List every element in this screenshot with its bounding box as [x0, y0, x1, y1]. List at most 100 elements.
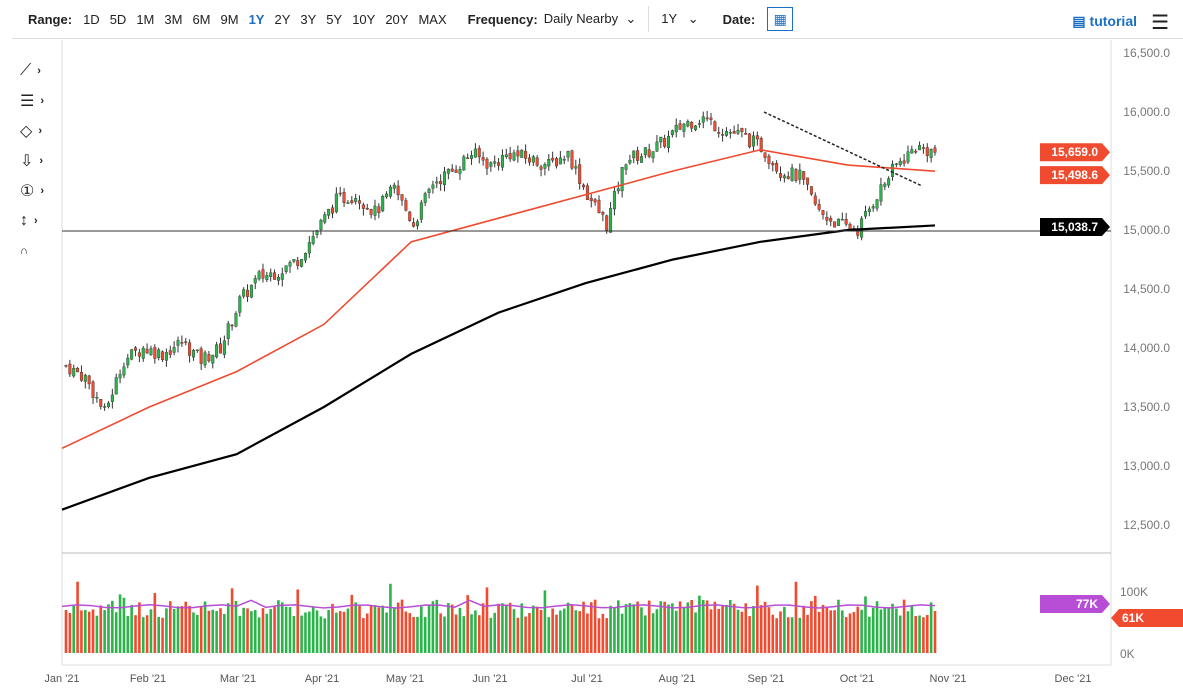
candle	[887, 178, 891, 186]
candle	[751, 135, 755, 147]
menu-icon[interactable]: ☰	[1151, 12, 1169, 34]
volume-bar	[589, 602, 593, 653]
trendline-icon[interactable]: ⟋ ›	[20, 62, 41, 79]
candle	[296, 260, 300, 266]
note-icon[interactable]: ① ›	[20, 183, 45, 200]
volume-bar	[705, 600, 709, 653]
volume-bar	[508, 602, 512, 653]
volume-bar	[238, 615, 242, 653]
range-5y[interactable]: 5Y	[326, 11, 343, 27]
volume-bar	[790, 617, 794, 653]
calendar-icon[interactable]: ▦	[767, 7, 794, 31]
candle	[724, 130, 728, 136]
price-tick: 14,000.0	[1123, 341, 1170, 355]
range-1y[interactable]: 1Y	[248, 11, 265, 27]
candle	[558, 157, 562, 165]
volume-bar	[520, 603, 524, 653]
volume-bar	[396, 602, 400, 653]
volume-bar	[744, 603, 748, 653]
volume-bar	[759, 605, 763, 653]
candle	[894, 163, 898, 165]
volume-bar	[477, 615, 481, 653]
volume-bar	[895, 608, 898, 653]
candle	[612, 191, 616, 210]
volume-bar	[226, 603, 230, 653]
volume-bar	[914, 615, 917, 653]
volume-bar	[76, 581, 79, 653]
range-3m[interactable]: 3M	[164, 11, 183, 27]
volume-bar	[172, 608, 176, 653]
range-3y[interactable]: 3Y	[300, 11, 317, 27]
period-select[interactable]: 1Y ⌄	[661, 11, 699, 26]
range-6m[interactable]: 6M	[192, 11, 211, 27]
range-1m[interactable]: 1M	[136, 11, 155, 27]
volume-bar	[933, 611, 937, 653]
candle	[585, 185, 589, 200]
candle	[427, 188, 431, 193]
volume-bar	[323, 618, 327, 653]
candle	[446, 168, 450, 174]
volume-bar	[107, 604, 110, 653]
range-20y[interactable]: 20Y	[385, 11, 409, 27]
measure-icon[interactable]: ↕ ›	[20, 212, 38, 229]
volume-bar	[501, 603, 504, 653]
volume-bar	[655, 609, 659, 653]
price-tick: 15,500.0	[1123, 164, 1170, 178]
candle	[798, 169, 802, 180]
candle	[423, 193, 427, 203]
volume-bar	[435, 599, 439, 653]
frequency-label: Frequency:	[467, 11, 538, 27]
candle	[226, 323, 230, 339]
range-9m[interactable]: 9M	[220, 11, 239, 27]
candle	[230, 324, 234, 327]
volume-bar	[883, 607, 887, 653]
candle	[103, 406, 107, 408]
candle	[871, 206, 875, 209]
range-max[interactable]: MAX	[418, 11, 447, 27]
volume-bar	[342, 611, 346, 653]
x-tick: Dec '21	[1055, 673, 1092, 685]
candle	[744, 133, 748, 135]
trendline	[763, 111, 923, 187]
candle	[497, 162, 501, 166]
range-1d[interactable]: 1D	[83, 11, 100, 27]
candle	[118, 374, 122, 379]
candle	[346, 202, 350, 204]
candle	[415, 221, 419, 227]
candle	[458, 169, 462, 174]
volume-bar	[474, 610, 477, 653]
volume-bar	[539, 609, 543, 653]
volume-bar	[284, 606, 288, 653]
candle	[694, 125, 698, 131]
candle	[709, 117, 713, 120]
volume-bar	[674, 610, 678, 653]
last-price-label: 15,659.0	[1051, 145, 1098, 159]
volume-bar	[327, 609, 330, 653]
volume-bar	[188, 605, 191, 653]
range-10y[interactable]: 10Y	[352, 11, 376, 27]
range-5d[interactable]: 5D	[109, 11, 127, 27]
volume-bar	[906, 611, 910, 653]
volume-bar	[532, 605, 535, 653]
frequency-select[interactable]: Daily Nearby ⌄	[543, 11, 637, 26]
candle	[361, 204, 365, 209]
volume-bar	[597, 618, 601, 653]
volume-bar	[423, 617, 427, 653]
tutorial-link[interactable]: ▤ tutorial	[1072, 13, 1137, 29]
candle	[705, 117, 709, 120]
shape-icon[interactable]: ◇ ›	[20, 123, 42, 140]
x-tick: Oct '21	[840, 673, 875, 685]
volume-bar	[265, 613, 269, 653]
arrow-icon[interactable]: ⇩ ›	[20, 153, 44, 170]
fib-icon[interactable]: ☰ ›	[20, 93, 45, 110]
candle	[670, 130, 674, 136]
volume-bar	[574, 610, 578, 653]
candle	[531, 156, 535, 163]
range-2y[interactable]: 2Y	[274, 11, 291, 27]
volume-bar	[134, 615, 137, 653]
candle	[442, 171, 446, 186]
volume-bar	[450, 604, 454, 653]
magnet-icon[interactable]: ∩	[20, 245, 28, 257]
volume-bar	[922, 617, 925, 653]
